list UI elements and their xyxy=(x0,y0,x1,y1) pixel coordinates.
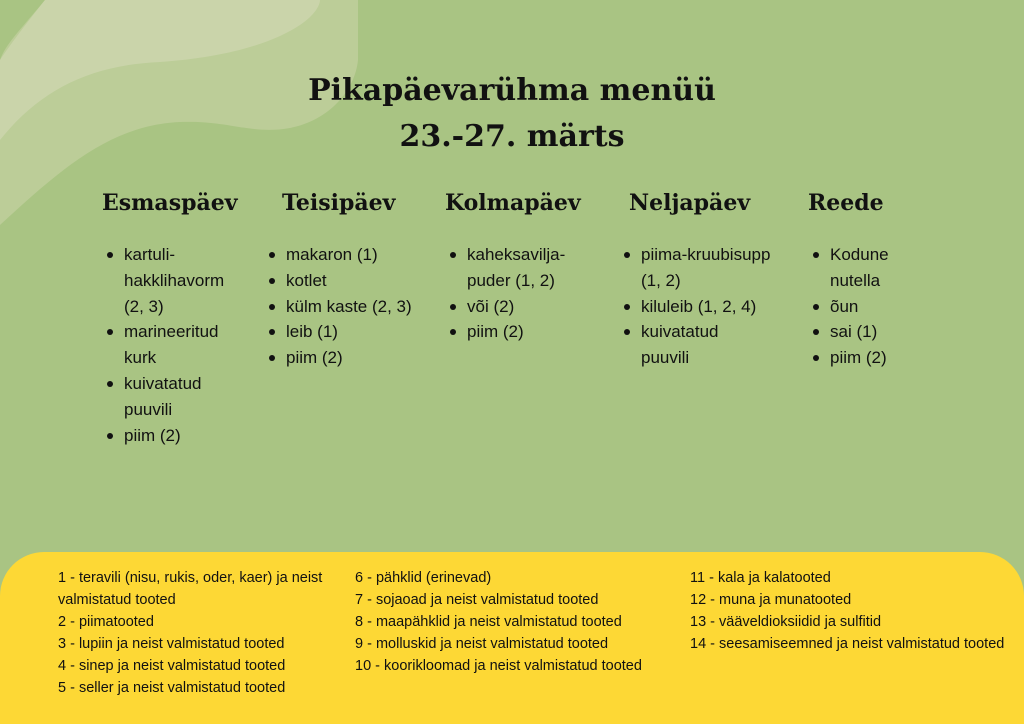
legend-item: 1 - teravili (nisu, rukis, oder, kaer) j… xyxy=(58,570,323,608)
day-heading: Kolmapäev xyxy=(445,190,581,216)
menu-item: sai (1) xyxy=(808,319,928,345)
day-column-wednesday: Kolmapäev kaheksavilja-puder (1, 2) või … xyxy=(445,188,605,345)
menu-item: külm kaste (2, 3) xyxy=(264,294,444,320)
menu-item: piim (2) xyxy=(264,345,444,371)
menu-item: piim (2) xyxy=(808,345,928,371)
legend-item: 12 - muna ja munatooted xyxy=(690,592,852,608)
legend-item: 4 - sinep ja neist valmistatud tooted xyxy=(58,658,286,674)
menu-item: kuivatatud puuvili xyxy=(619,319,751,371)
menu-item: või (2) xyxy=(445,294,605,320)
day-column-monday: Esmaspäev kartuli-hakklihavorm (2, 3) ma… xyxy=(102,188,252,448)
day-heading: Teisipäev xyxy=(282,190,396,216)
menu-item: Kodune nutella xyxy=(808,242,910,294)
legend-column: 1 - teravili (nisu, rukis, oder, kaer) j… xyxy=(58,567,333,699)
legend-item: 7 - sojaoad ja neist valmistatud tooted xyxy=(355,592,599,608)
title-line-1: Pikapäevarühma menüü xyxy=(308,73,716,108)
page-title: Pikapäevarühma menüü 23.-27. märts xyxy=(0,68,1024,160)
day-heading: Reede xyxy=(808,190,884,216)
menu-item: marineeritud kurk xyxy=(102,319,244,371)
day-heading: Esmaspäev xyxy=(102,190,238,216)
legend-item: 9 - molluskid ja neist valmistatud toote… xyxy=(355,636,609,652)
menu-item: kiluleib (1, 2, 4) xyxy=(619,294,799,320)
day-column-friday: Reede Kodune nutella õun sai (1) piim (2… xyxy=(808,188,928,371)
day-heading: Neljapäev xyxy=(629,190,751,216)
decorative-wave-shape xyxy=(0,0,358,225)
day-column-thursday: Neljapäev piima-kruubisupp (1, 2) kilule… xyxy=(619,188,799,371)
legend-column: 6 - pähklid (erinevad) 7 - sojaoad ja ne… xyxy=(355,567,675,677)
legend-item: 11 - kala ja kalatooted xyxy=(690,570,831,586)
legend-item: 14 - seesamiseemned ja neist valmistatud… xyxy=(690,636,1005,652)
legend-column: 11 - kala ja kalatooted 12 - muna ja mun… xyxy=(690,567,1005,655)
legend-item: 2 - piimatooted xyxy=(58,614,154,630)
legend-item: 10 - koorikloomad ja neist valmistatud t… xyxy=(355,658,642,674)
day-column-tuesday: Teisipäev makaron (1) kotlet külm kaste … xyxy=(264,188,444,371)
menu-item: makaron (1) xyxy=(264,242,444,268)
menu-item: kotlet xyxy=(264,268,444,294)
menu-item: õun xyxy=(808,294,928,320)
menu-item: kuivatatud puuvili xyxy=(102,371,229,423)
menu-item: leib (1) xyxy=(264,319,444,345)
menu-item: piim (2) xyxy=(102,423,252,449)
menu-item: kartuli-hakklihavorm (2, 3) xyxy=(102,242,229,319)
menu-item: kaheksavilja-puder (1, 2) xyxy=(445,242,585,294)
legend-item: 3 - lupiin ja neist valmistatud tooted xyxy=(58,636,285,652)
menu-item: piima-kruubisupp (1, 2) xyxy=(619,242,791,294)
menu-item: piim (2) xyxy=(445,319,605,345)
legend-item: 8 - maapähklid ja neist valmistatud toot… xyxy=(355,614,622,630)
allergen-legend: 1 - teravili (nisu, rukis, oder, kaer) j… xyxy=(0,552,1024,724)
legend-item: 5 - seller ja neist valmistatud tooted xyxy=(58,680,286,696)
legend-item: 13 - vääveldioksiidid ja sulfitid xyxy=(690,614,882,630)
title-date-range: 23.-27. märts xyxy=(399,119,625,154)
legend-item: 6 - pähklid (erinevad) xyxy=(355,570,492,586)
